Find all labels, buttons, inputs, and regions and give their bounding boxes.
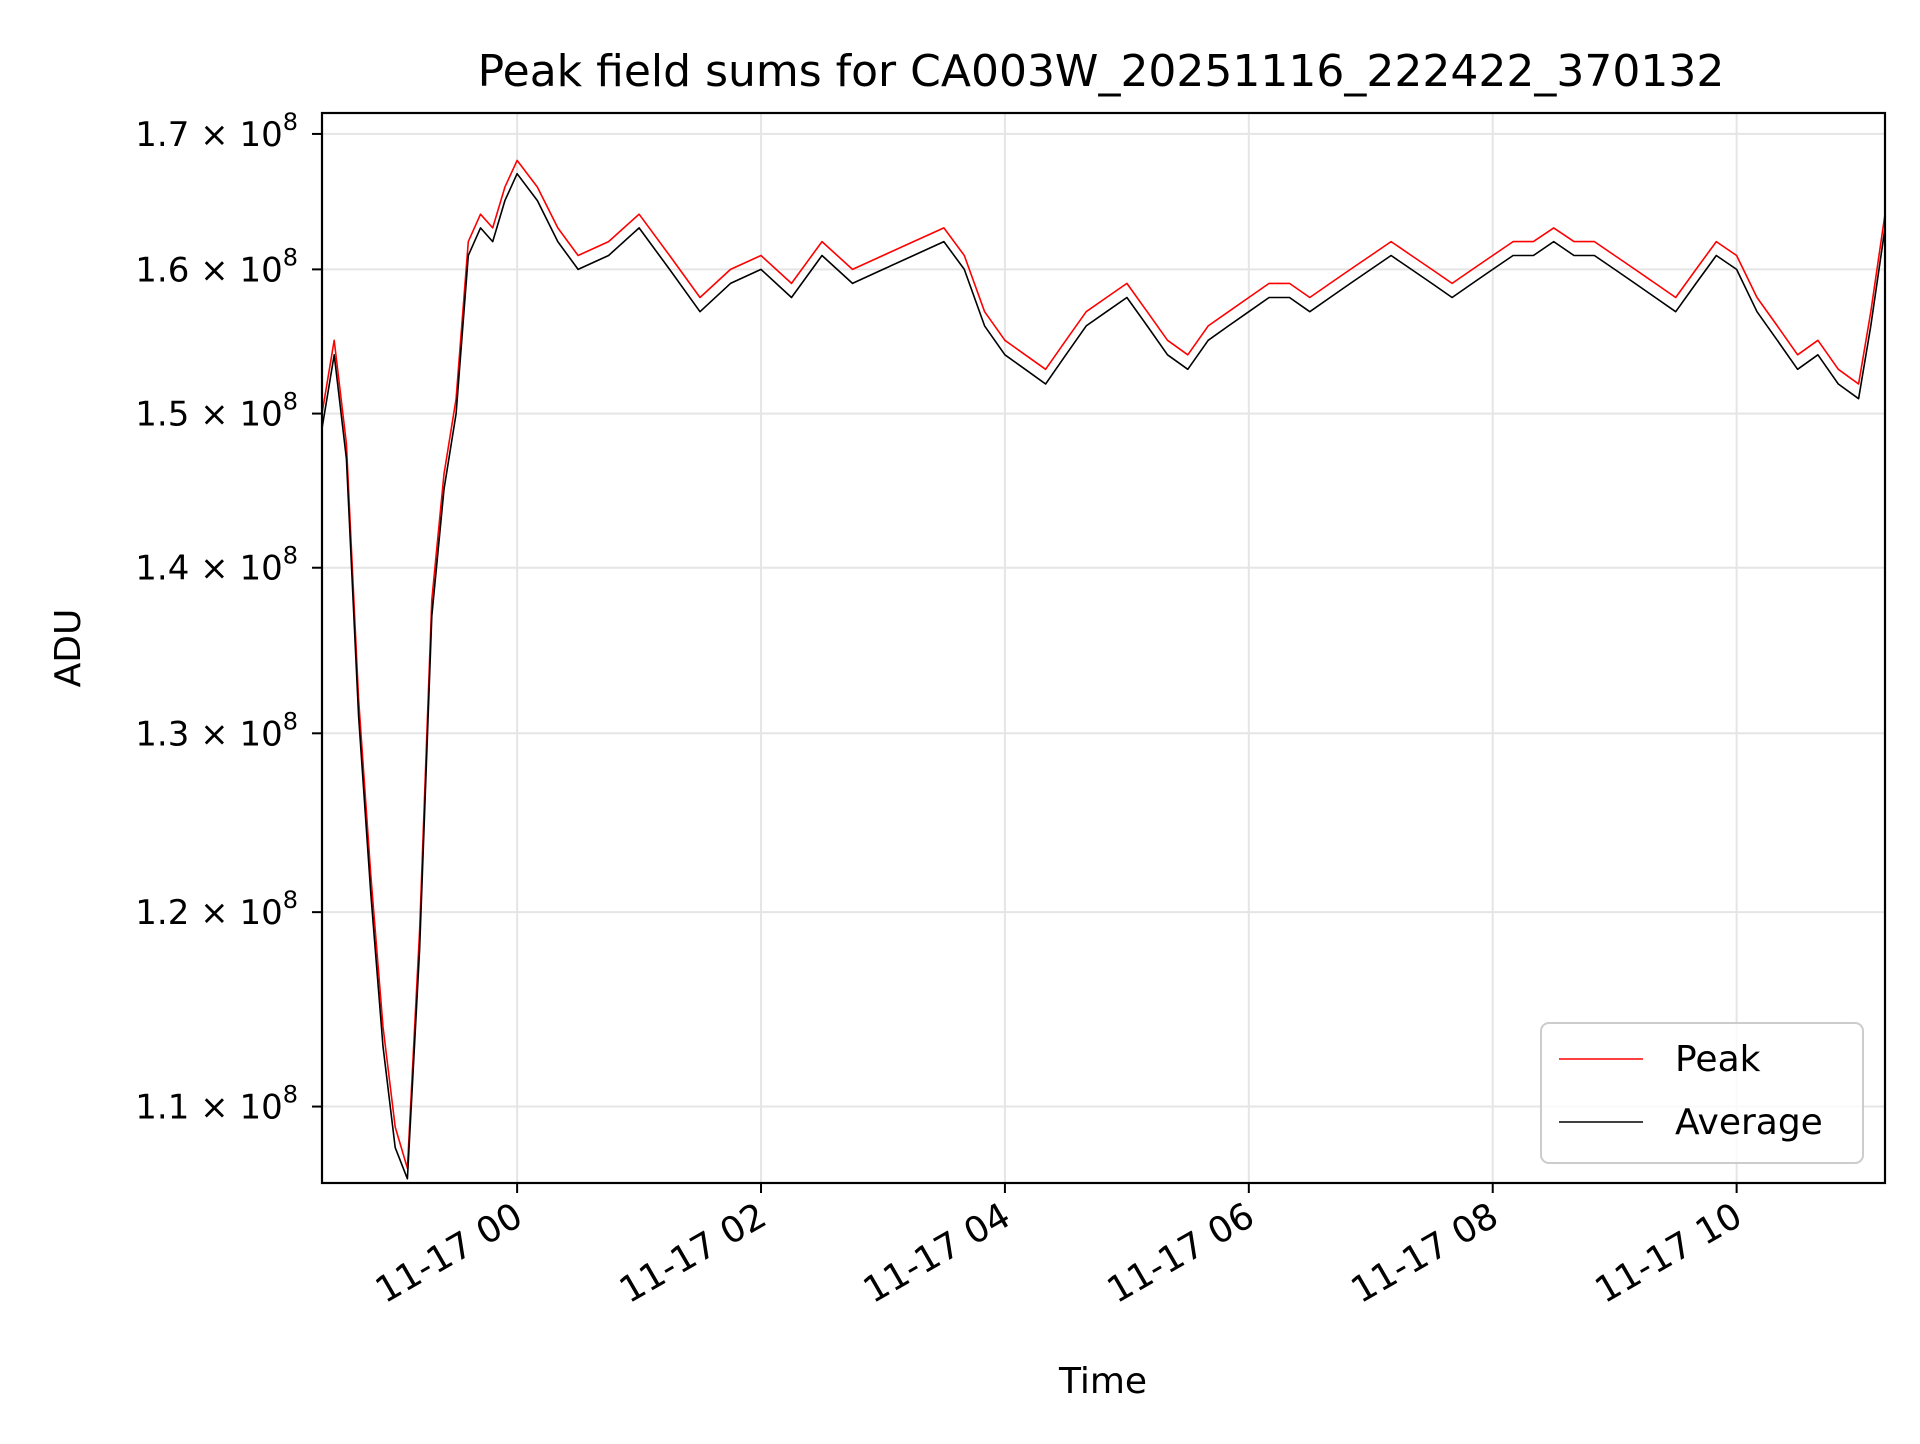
y-tick-label: 1.4 × 108 — [135, 542, 298, 589]
chart-title: Peak field sums for CA003W_20251116_2224… — [478, 46, 1725, 97]
plot-frame — [320, 111, 1887, 1185]
legend-peak-label: Peak — [1675, 1039, 1761, 1080]
y-tick-label: 1.7 × 108 — [135, 108, 298, 155]
legend: Peak Average — [1540, 1022, 1864, 1164]
legend-box — [1540, 1022, 1864, 1164]
y-tick-label: 1.6 × 108 — [135, 243, 298, 290]
series-peak-line — [321, 159, 1886, 1170]
y-tick-label: 1.1 × 108 — [135, 1081, 298, 1128]
y-axis-label: ADU — [48, 609, 89, 688]
y-tick-label: 1.2 × 108 — [135, 886, 298, 933]
grid-layer — [322, 113, 1885, 1183]
series-average-line — [321, 172, 1886, 1180]
legend-average-label: Average — [1675, 1102, 1823, 1143]
y-tick-label: 1.3 × 108 — [135, 707, 298, 754]
y-axis: 1.1 × 108 1.2 × 108 1.3 × 108 1.4 × 108 1.5 … — [135, 108, 322, 1128]
series-layer — [321, 159, 1886, 1180]
y-tick-label: 1.5 × 108 — [135, 388, 298, 435]
x-axis-label: Time — [1058, 1361, 1147, 1402]
